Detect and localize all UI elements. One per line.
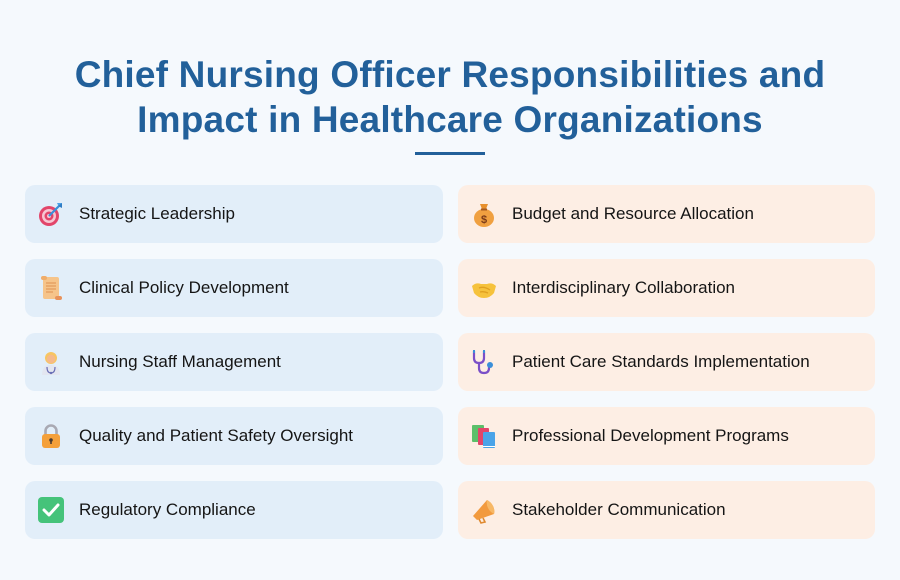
responsibilities-grid: Strategic Leadership Clinical Policy Dev… xyxy=(25,185,875,539)
title-divider xyxy=(415,152,485,155)
health-worker-icon xyxy=(37,348,65,376)
handshake-icon xyxy=(470,274,498,302)
card-label: Nursing Staff Management xyxy=(79,352,281,371)
title-line-2: Impact in Healthcare Organizations xyxy=(137,99,763,140)
card-label: Patient Care Standards Implementation xyxy=(512,352,810,371)
card-label: Stakeholder Communication xyxy=(512,500,726,519)
card-clinical-policy: Clinical Policy Development xyxy=(25,259,443,317)
card-label: Professional Development Programs xyxy=(512,426,789,445)
card-label: Interdisciplinary Collaboration xyxy=(512,278,736,297)
card-strategic-leadership: Strategic Leadership xyxy=(25,185,443,243)
card-professional-development: Professional Development Programs xyxy=(458,407,875,465)
megaphone-icon xyxy=(470,496,498,524)
svg-text:$: $ xyxy=(481,214,487,226)
target-icon xyxy=(37,200,65,228)
card-interdisciplinary: Interdisciplinary Collaboration xyxy=(458,259,875,317)
card-quality-safety: Quality and Patient Safety Oversight xyxy=(25,407,443,465)
card-regulatory-compliance: Regulatory Compliance xyxy=(25,481,443,539)
card-budget-resources: $ Budget and Resource Allocation xyxy=(458,185,875,243)
card-label: Budget and Resource Allocation xyxy=(512,204,754,223)
card-label: Quality and Patient Safety Oversight xyxy=(79,426,354,445)
card-label: Strategic Leadership xyxy=(79,204,235,223)
money-bag-icon: $ xyxy=(470,200,498,228)
card-patient-care-standards: Patient Care Standards Implementation xyxy=(458,333,875,391)
card-stakeholder-communication: Stakeholder Communication xyxy=(458,481,875,539)
stethoscope-icon xyxy=(470,348,498,376)
card-nursing-staff: Nursing Staff Management xyxy=(25,333,443,391)
card-label: Clinical Policy Development xyxy=(79,278,289,297)
books-icon xyxy=(470,422,498,450)
title-line-1: Chief Nursing Officer Responsibilities a… xyxy=(74,54,826,95)
check-mark-icon xyxy=(37,496,65,524)
page-title: Chief Nursing Officer Responsibilities a… xyxy=(0,52,900,142)
scroll-icon xyxy=(37,274,65,302)
lock-icon xyxy=(37,422,65,450)
card-label: Regulatory Compliance xyxy=(79,500,256,519)
